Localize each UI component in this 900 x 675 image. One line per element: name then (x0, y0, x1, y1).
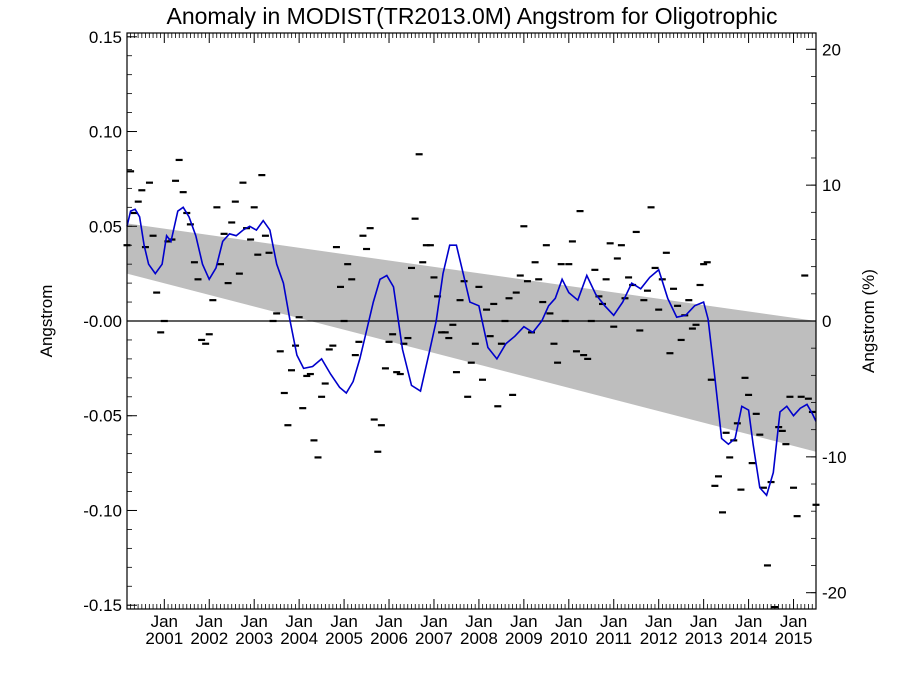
x-tick-label-month: Jan (420, 612, 447, 631)
x-tick-label-year: 2010 (550, 629, 588, 648)
x-tick-label-month: Jan (780, 612, 807, 631)
y-tick-label: 0.15 (89, 28, 122, 47)
x-tick-label-month: Jan (330, 612, 357, 631)
y-tick-label: -0.00 (83, 312, 122, 331)
x-tick-label-year: 2011 (595, 629, 632, 648)
y-tick-label: -0.05 (83, 407, 122, 426)
x-tick-label-year: 2007 (415, 629, 453, 648)
x-tick-label-month: Jan (465, 612, 492, 631)
x-tick-label-month: Jan (285, 612, 312, 631)
smoothed-series-line (126, 206, 817, 497)
x-tick-label-year: 2005 (325, 629, 363, 648)
x-tick-label-month: Jan (510, 612, 537, 631)
x-tick-label-month: Jan (555, 612, 582, 631)
plot-area: 0.150.100.05-0.00-0.05-0.10-0.1520100-10… (83, 28, 846, 648)
x-tick-label-month: Jan (645, 612, 672, 631)
x-tick-label-month: Jan (375, 612, 402, 631)
y-tick-label: 0.10 (89, 123, 122, 142)
trend-band (127, 223, 816, 452)
y-tick-label: -0.10 (83, 501, 122, 520)
x-tick-label-month: Jan (240, 612, 267, 631)
y2-tick-label: 20 (822, 40, 841, 59)
y2-axis-label: Angstrom (%) (859, 269, 878, 373)
x-tick-label-year: 2008 (460, 629, 498, 648)
x-tick-label-year: 2001 (145, 629, 183, 648)
x-tick-label-year: 2014 (730, 629, 768, 648)
y2-tick-label: -20 (822, 584, 847, 603)
x-tick-label-year: 2012 (640, 629, 678, 648)
x-tick-label-year: 2013 (685, 629, 723, 648)
y2-tick-label: 10 (822, 176, 841, 195)
x-tick-label-month: Jan (600, 612, 627, 631)
x-tick-label-year: 2002 (190, 629, 228, 648)
y2-tick-label: -10 (822, 448, 847, 467)
x-tick-label-year: 2006 (370, 629, 408, 648)
x-tick-label-year: 2003 (235, 629, 273, 648)
x-tick-label-month: Jan (690, 612, 717, 631)
x-tick-label-year: 2009 (505, 629, 543, 648)
y-tick-label: 0.05 (89, 217, 122, 236)
y-tick-label: -0.15 (83, 596, 122, 615)
x-tick-label-year: 2015 (775, 629, 813, 648)
y-axis-label: Angstrom (37, 285, 56, 358)
chart-title: Anomaly in MODIST(TR2013.0M) Angstrom fo… (167, 3, 778, 29)
y2-tick-label: 0 (822, 312, 831, 331)
x-tick-label-month: Jan (196, 612, 223, 631)
x-tick-label-year: 2004 (280, 629, 318, 648)
x-tick-label-month: Jan (151, 612, 178, 631)
x-tick-label-month: Jan (735, 612, 762, 631)
